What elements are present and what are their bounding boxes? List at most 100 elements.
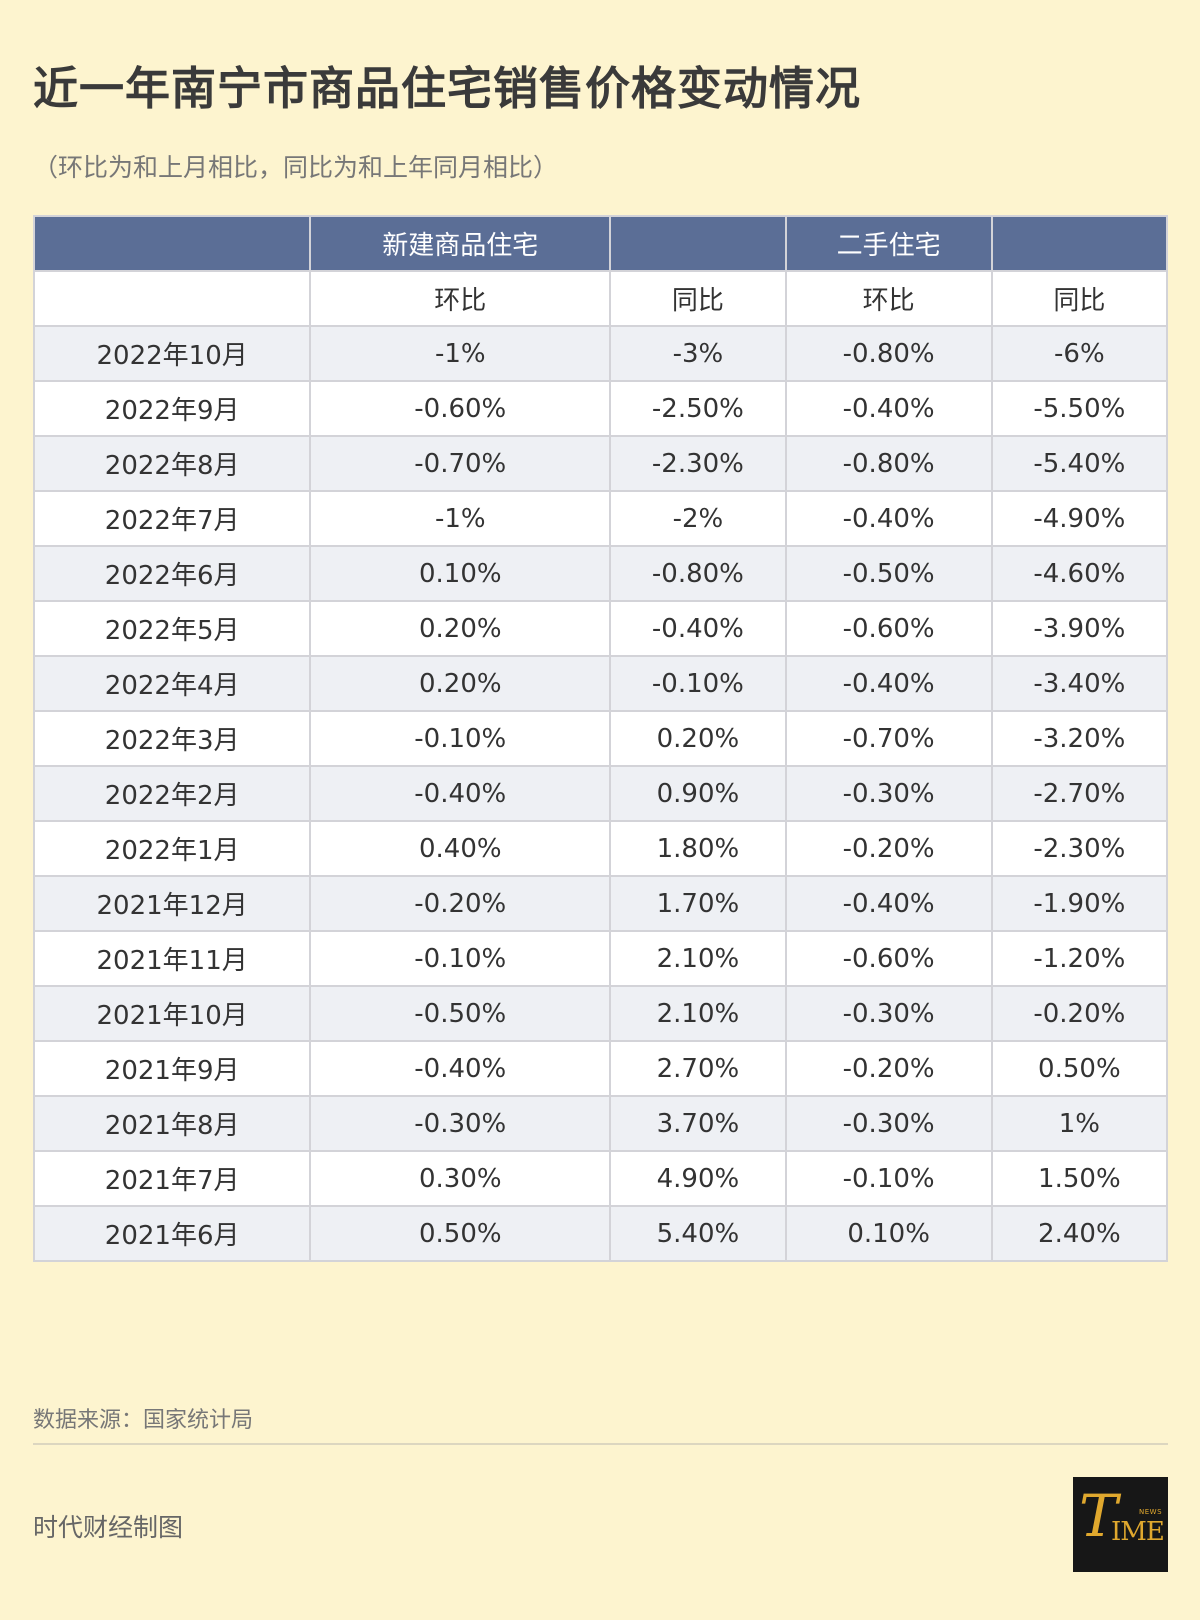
table-cell: 0.20% <box>609 710 787 767</box>
table-cell: -1.90% <box>990 875 1169 932</box>
group-header-cell <box>32 215 312 272</box>
table-cell: -4.60% <box>990 545 1169 602</box>
table-cell: -0.10% <box>609 655 787 712</box>
table-cell: 2.70% <box>609 1040 787 1097</box>
table-cell: -1% <box>309 325 612 382</box>
page-subtitle: （环比为和上月相比，同比为和上年同月相比） <box>33 153 559 182</box>
logo-letter-t: T <box>1079 1482 1118 1550</box>
table-cell: -2% <box>609 490 787 547</box>
table-row: 2022年9月 -0.60% -2.50% -0.40% -5.50% <box>32 380 1169 437</box>
table-row: 2021年8月 -0.30% 3.70% -0.30% 1% <box>32 1095 1169 1152</box>
row-month-cell: 2022年2月 <box>32 765 312 822</box>
table-cell: -0.40% <box>309 1040 612 1097</box>
table-row: 2022年6月 0.10% -0.80% -0.50% -4.60% <box>32 545 1169 602</box>
table-group-header-row: 新建商品住宅 二手住宅 <box>32 215 1169 272</box>
table-cell: 1% <box>990 1095 1169 1152</box>
sub-header-cell: 同比 <box>609 270 787 327</box>
table-cell: -0.30% <box>309 1095 612 1152</box>
group-header-cell: 新建商品住宅 <box>309 215 612 272</box>
table-cell: -0.40% <box>784 380 993 437</box>
table-row: 2021年9月 -0.40% 2.70% -0.20% 0.50% <box>32 1040 1169 1097</box>
table-cell: -0.50% <box>784 545 993 602</box>
row-month-cell: 2021年10月 <box>32 985 312 1042</box>
sub-header-cell <box>32 270 312 327</box>
table-cell: 5.40% <box>609 1205 787 1262</box>
table-cell: -0.60% <box>784 930 993 987</box>
table-cell: -0.70% <box>784 710 993 767</box>
table-cell: 2.40% <box>990 1205 1169 1262</box>
table-cell: 0.10% <box>309 545 612 602</box>
table-row: 2021年7月 0.30% 4.90% -0.10% 1.50% <box>32 1150 1169 1207</box>
table-cell: -0.30% <box>784 1095 993 1152</box>
table-row: 2022年2月 -0.40% 0.90% -0.30% -2.70% <box>32 765 1169 822</box>
row-month-cell: 2021年12月 <box>32 875 312 932</box>
table-cell: -6% <box>990 325 1169 382</box>
table-sub-header-row: 环比 同比 环比 同比 <box>32 270 1169 327</box>
table-cell: 0.10% <box>784 1205 993 1262</box>
table-cell: 1.50% <box>990 1150 1169 1207</box>
table-cell: -0.60% <box>309 380 612 437</box>
table-cell: -0.20% <box>990 985 1169 1042</box>
table-cell: -0.70% <box>309 435 612 492</box>
table-row: 2022年10月 -1% -3% -0.80% -6% <box>32 325 1169 382</box>
table-cell: -0.50% <box>309 985 612 1042</box>
row-month-cell: 2021年7月 <box>32 1150 312 1207</box>
table-cell: -0.60% <box>784 600 993 657</box>
table-cell: -3% <box>609 325 787 382</box>
sub-header-cell: 环比 <box>784 270 993 327</box>
row-month-cell: 2022年8月 <box>32 435 312 492</box>
table-cell: 0.30% <box>309 1150 612 1207</box>
table-cell: 2.10% <box>609 930 787 987</box>
table-cell: -2.50% <box>609 380 787 437</box>
table-row: 2022年5月 0.20% -0.40% -0.60% -3.90% <box>32 600 1169 657</box>
time-news-logo: T NEWS IME <box>1073 1477 1168 1572</box>
table-cell: 0.20% <box>309 655 612 712</box>
row-month-cell: 2022年7月 <box>32 490 312 547</box>
row-month-cell: 2022年6月 <box>32 545 312 602</box>
row-month-cell: 2022年3月 <box>32 710 312 767</box>
table-row: 2021年11月 -0.10% 2.10% -0.60% -1.20% <box>32 930 1169 987</box>
row-month-cell: 2022年9月 <box>32 380 312 437</box>
table-row: 2022年8月 -0.70% -2.30% -0.80% -5.40% <box>32 435 1169 492</box>
table-row: 2021年6月 0.50% 5.40% 0.10% 2.40% <box>32 1205 1169 1262</box>
row-month-cell: 2021年8月 <box>32 1095 312 1152</box>
table-cell: -0.80% <box>784 325 993 382</box>
table-cell: 2.10% <box>609 985 787 1042</box>
table-cell: -0.20% <box>309 875 612 932</box>
table-cell: -0.40% <box>309 765 612 822</box>
table-cell: 0.20% <box>309 600 612 657</box>
table-cell: 3.70% <box>609 1095 787 1152</box>
table-cell: -2.30% <box>609 435 787 492</box>
table-cell: 0.50% <box>309 1205 612 1262</box>
data-source-note: 数据来源：国家统计局 <box>33 1408 254 1433</box>
table-cell: -3.20% <box>990 710 1169 767</box>
price-table: 新建商品住宅 二手住宅 环比 同比 环比 同比 2022年10月 -1% -3% -0… <box>32 215 1169 1262</box>
logo-letters-ime: IME <box>1111 1517 1165 1547</box>
table-cell: -0.80% <box>784 435 993 492</box>
table-cell: -0.40% <box>784 655 993 712</box>
row-month-cell: 2021年9月 <box>32 1040 312 1097</box>
row-month-cell: 2021年11月 <box>32 930 312 987</box>
footer-divider <box>33 1443 1168 1445</box>
table-cell: 0.90% <box>609 765 787 822</box>
table-row: 2021年12月 -0.20% 1.70% -0.40% -1.90% <box>32 875 1169 932</box>
group-header-cell <box>990 215 1169 272</box>
table-cell: -1.20% <box>990 930 1169 987</box>
table-row: 2021年10月 -0.50% 2.10% -0.30% -0.20% <box>32 985 1169 1042</box>
table-cell: -0.20% <box>784 1040 993 1097</box>
row-month-cell: 2021年6月 <box>32 1205 312 1262</box>
group-header-cell: 二手住宅 <box>784 215 993 272</box>
table-cell: -0.20% <box>784 820 993 877</box>
table-row: 2022年3月 -0.10% 0.20% -0.70% -3.20% <box>32 710 1169 767</box>
table-cell: 0.50% <box>990 1040 1169 1097</box>
table-cell: -0.30% <box>784 985 993 1042</box>
table-row: 2022年7月 -1% -2% -0.40% -4.90% <box>32 490 1169 547</box>
page-title: 近一年南宁市商品住宅销售价格变动情况 <box>33 62 862 115</box>
row-month-cell: 2022年5月 <box>32 600 312 657</box>
table-cell: -0.40% <box>784 490 993 547</box>
price-table-body: 新建商品住宅 二手住宅 环比 同比 环比 同比 2022年10月 -1% -3% -0… <box>32 215 1169 1262</box>
table-cell: -2.30% <box>990 820 1169 877</box>
table-cell: -0.10% <box>309 930 612 987</box>
table-cell: -0.30% <box>784 765 993 822</box>
sub-header-cell: 环比 <box>309 270 612 327</box>
